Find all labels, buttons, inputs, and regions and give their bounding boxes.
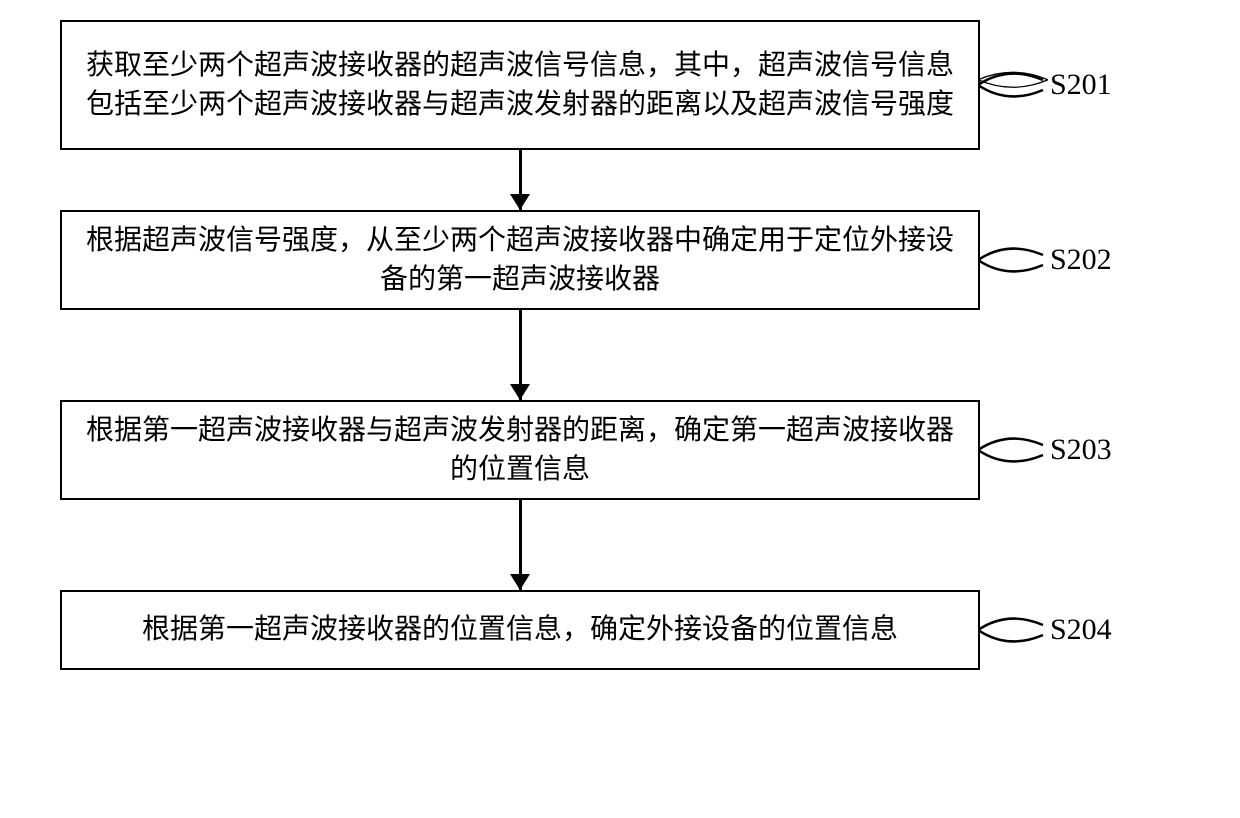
step-box-2: 根据超声波信号强度，从至少两个超声波接收器中确定用于定位外接设备的第一超声波接收… [60, 210, 980, 310]
step-label-2: S202 [1050, 243, 1112, 277]
step-row-2: 根据超声波信号强度，从至少两个超声波接收器中确定用于定位外接设备的第一超声波接收… [60, 210, 1180, 310]
step-row-1: 获取至少两个超声波接收器的超声波信号信息，其中，超声波信号信息包括至少两个超声波… [60, 20, 1180, 150]
step-text-3: 根据第一超声波接收器与超声波发射器的距离，确定第一超声波接收器的位置信息 [82, 411, 958, 489]
step-text-1: 获取至少两个超声波接收器的超声波信号信息，其中，超声波信号信息包括至少两个超声波… [82, 46, 958, 124]
step-label-1: S201 [1050, 68, 1112, 102]
connector-curve-2 [978, 235, 1048, 285]
step-text-2: 根据超声波信号强度，从至少两个超声波接收器中确定用于定位外接设备的第一超声波接收… [82, 221, 958, 299]
arrow-3 [60, 500, 980, 590]
step-text-4: 根据第一超声波接收器的位置信息，确定外接设备的位置信息 [142, 610, 898, 649]
flowchart-container: 获取至少两个超声波接收器的超声波信号信息，其中，超声波信号信息包括至少两个超声波… [0, 0, 1240, 690]
step-row-3: 根据第一超声波接收器与超声波发射器的距离，确定第一超声波接收器的位置信息 S20… [60, 400, 1180, 500]
arrow-1 [60, 150, 980, 210]
step-label-4: S204 [1050, 613, 1112, 647]
connector-curve-3 [978, 425, 1048, 475]
connector-curve-1 [978, 60, 1048, 110]
step-box-3: 根据第一超声波接收器与超声波发射器的距离，确定第一超声波接收器的位置信息 [60, 400, 980, 500]
step-box-1: 获取至少两个超声波接收器的超声波信号信息，其中，超声波信号信息包括至少两个超声波… [60, 20, 980, 150]
step-box-4: 根据第一超声波接收器的位置信息，确定外接设备的位置信息 [60, 590, 980, 670]
step-row-4: 根据第一超声波接收器的位置信息，确定外接设备的位置信息 S204 [60, 590, 1180, 670]
connector-curve-4 [978, 605, 1048, 655]
arrow-2 [60, 310, 980, 400]
step-label-3: S203 [1050, 433, 1112, 467]
